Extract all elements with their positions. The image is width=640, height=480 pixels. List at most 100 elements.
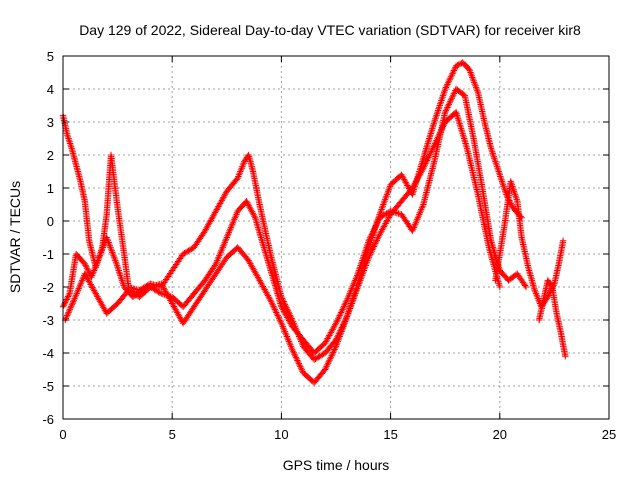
data-point [218,245,226,253]
data-point [67,141,74,149]
data-point [72,293,79,301]
data-point [253,221,261,228]
data-point [372,240,379,247]
data-point [439,123,447,130]
data-point [436,129,444,136]
data-point [281,309,288,317]
data-point [513,196,520,203]
data-point [270,304,278,312]
data-point [145,284,153,292]
data-point [511,189,518,197]
y-tick-label: 2 [47,148,54,163]
data-point [345,293,352,301]
data-point [424,155,431,163]
data-point [326,357,333,364]
data-point [457,125,465,132]
data-point [156,289,164,296]
data-point [83,265,91,272]
data-point [269,301,276,308]
data-point [129,289,136,296]
data-point [252,269,259,276]
data-point [253,219,260,226]
data-point [277,318,284,325]
plot-frame [62,55,610,420]
data-point [534,295,542,302]
data-point [74,166,81,173]
data-point [70,153,78,160]
data-point [379,212,386,220]
data-point [500,183,507,190]
data-point [292,354,300,361]
data-point [357,277,364,284]
data-point [70,298,77,305]
series-track-a [59,59,525,363]
data-point [522,283,530,291]
data-point [457,123,464,131]
data-point [201,227,209,235]
data-point [487,145,495,152]
data-point [367,251,374,258]
series-track-b [59,85,530,357]
data-point [498,176,505,183]
data-point [454,115,462,122]
data-point [370,243,378,250]
y-tick-label: -4 [42,346,54,361]
data-point [426,152,433,160]
data-point [96,254,103,261]
data-point [414,214,422,221]
data-point [64,132,71,139]
data-point [440,89,448,96]
data-point [120,282,127,289]
data-point [62,297,70,305]
x-tick-label: 10 [274,427,288,442]
data-point [254,224,262,231]
data-point [433,110,441,117]
data-point [367,233,375,240]
data-point [218,197,225,204]
data-point [92,290,99,297]
data-point [492,158,499,165]
data-points [59,59,569,386]
data-point [324,360,332,367]
data-point [281,301,289,308]
data-point [344,310,352,317]
data-point [246,204,253,211]
data-point [294,357,301,364]
data-point [348,301,355,309]
data-point [64,293,72,300]
y-tick-label: -3 [42,313,54,328]
data-point [471,80,478,88]
data-point [231,214,239,221]
data-point [243,198,250,205]
data-point [325,358,332,365]
data-point [448,71,455,79]
data-point [291,351,298,358]
data-point [369,244,377,252]
data-point [431,141,438,149]
data-point [233,211,240,218]
data-point [119,278,126,286]
x-tick-label: 0 [59,427,66,442]
data-point [90,267,98,274]
data-point [449,70,456,77]
data-point [271,306,278,313]
data-point [348,285,355,292]
data-point [360,252,367,259]
x-tick-label: 15 [383,427,397,442]
data-point [266,295,273,302]
data-point [235,171,243,178]
data-point [409,227,416,235]
data-point [442,108,449,116]
data-point [512,193,519,200]
data-point [105,239,112,246]
data-point [428,148,435,155]
data-point [420,165,427,172]
data-point [332,343,340,350]
data-point [446,99,453,107]
data-point [460,133,467,141]
data-point [117,273,125,281]
data-point [422,160,429,167]
x-axis-label: GPS time / hours [283,457,390,473]
data-point [423,157,431,164]
data-point [168,298,175,306]
